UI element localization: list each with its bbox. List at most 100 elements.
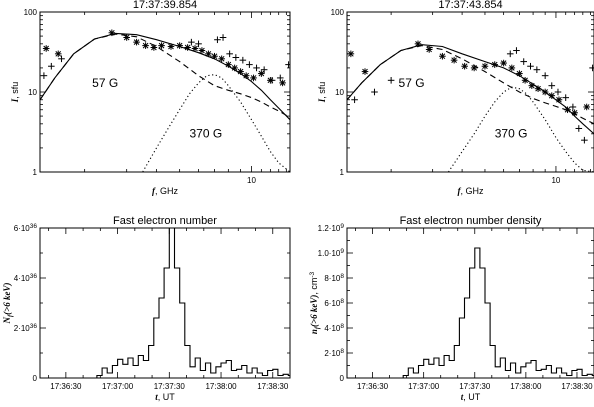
chart-title: Fast electron number density: [400, 215, 542, 227]
y-tick-label: 100: [24, 8, 38, 17]
plus-point: [253, 64, 260, 72]
y-tick-label: 100: [331, 8, 345, 17]
plus-point: [260, 66, 268, 73]
plus-point: [276, 74, 284, 82]
plus-point: [226, 50, 233, 58]
y-tick-label: 10: [335, 88, 344, 97]
x-axis-label: t, UT: [461, 392, 481, 402]
asterisk-point: [425, 46, 433, 53]
x-tick-label: 10: [551, 176, 560, 185]
plus-point: [268, 77, 276, 84]
asterisk-point: [450, 56, 458, 64]
plus-point: [554, 88, 562, 96]
plus-point: [239, 56, 247, 64]
plot-frame: [39, 227, 291, 379]
asterisk-point: [361, 68, 369, 75]
y-axis-label: I, sfu: [10, 82, 20, 104]
plus-point: [575, 125, 583, 132]
y-tick-label: 2·108: [324, 348, 344, 358]
x-tick-label: 17:37:30: [459, 382, 491, 391]
field-annotation: 370 G: [495, 126, 528, 140]
plus-point: [541, 72, 549, 79]
plus-point: [188, 38, 195, 46]
asterisk-point: [205, 50, 212, 58]
plot-frame: [346, 227, 594, 379]
asterisk-point: [508, 64, 516, 72]
asterisk-point: [150, 44, 158, 51]
y-tick-label: 0: [33, 374, 38, 383]
panel-3: Fast electron number 17:36:30 17:37:00 17:3…: [2, 215, 291, 402]
y-axis-label: nf(>6 keV), cm-3: [309, 271, 321, 334]
y-tick-label: 1.0·109: [318, 248, 345, 258]
y-tick-label: 0: [340, 374, 345, 383]
panel-1: 17:37:39.854 10 1 10 100 f, GHz I, sfu 57 G 370 …: [10, 0, 291, 196]
asterisk-point: [158, 42, 165, 49]
asterisk-point: [211, 52, 218, 60]
y-axis-label: Nf(>6 keV): [2, 282, 14, 324]
x-tick-label: 17:36:30: [357, 382, 389, 391]
asterisk-point: [237, 68, 244, 75]
plus-point: [589, 64, 594, 72]
asterisk-point: [42, 45, 50, 52]
x-tick-label: 10: [247, 176, 256, 185]
asterisk-point: [528, 82, 536, 89]
x-tick-label: 17:38:00: [510, 382, 542, 391]
plus-point: [195, 40, 202, 48]
asterisk-point: [481, 62, 489, 70]
spectrum-curve-dotted: [142, 74, 290, 172]
plus-point: [285, 61, 290, 68]
plus-point: [371, 88, 378, 96]
plus-point: [562, 94, 570, 101]
asterisk-point: [123, 34, 130, 41]
y-tick-label: 8·108: [324, 273, 344, 283]
asterisk-point: [225, 61, 232, 68]
chart-title: Fast electron number: [113, 215, 217, 227]
asterisk-point: [176, 42, 183, 49]
panel-4: Fast electron number density 17:36:30 17:3…: [309, 215, 594, 402]
asterisk-point: [108, 29, 116, 37]
plus-point: [520, 58, 528, 65]
y-tick-label: 4·108: [324, 323, 344, 333]
asterisk-point: [258, 70, 265, 77]
spectrum-curve-dashed: [40, 33, 290, 118]
plus-point: [58, 55, 65, 63]
plus-point: [351, 96, 358, 104]
plus-point: [527, 62, 534, 70]
asterisk-point: [133, 38, 140, 46]
asterisk-point: [555, 96, 563, 104]
plus-point: [506, 50, 514, 58]
asterisk-point: [279, 79, 286, 87]
asterisk-point: [571, 109, 578, 117]
asterisk-point: [564, 106, 571, 114]
asterisk-point: [500, 59, 507, 67]
asterisk-point: [491, 61, 499, 68]
plus-point: [232, 54, 240, 61]
y-axis-label: I, sfu: [317, 82, 327, 104]
asterisk-point: [184, 44, 191, 51]
y-tick-label: 6·1036: [14, 223, 38, 233]
y-tick-label: 1.2·109: [318, 223, 345, 233]
spectrum-curve-dashed: [347, 45, 594, 125]
field-annotation: 57 G: [399, 76, 425, 90]
plot-frame: [39, 11, 291, 173]
chart-title: 17:37:43.854: [438, 0, 502, 11]
asterisk-point: [167, 43, 175, 50]
y-tick-label: 4·1036: [14, 273, 38, 283]
y-tick-label: 6·108: [324, 298, 344, 308]
asterisk-point: [439, 52, 446, 60]
x-tick-label: 17:38:30: [257, 382, 289, 391]
plus-point: [513, 47, 520, 54]
chart-title: 17:37:39.854: [133, 0, 197, 11]
y-tick-label: 2·1036: [14, 323, 38, 333]
asterisk-point: [534, 85, 542, 92]
x-tick-label: 17:38:00: [205, 382, 237, 391]
field-annotation: 57 G: [92, 76, 118, 90]
panel-2: 17:37:43.854 10 1 10 100 f, GHz I, sfu 57 G 370 …: [317, 0, 594, 196]
asterisk-point: [541, 88, 549, 96]
x-tick-label: 17:36:30: [50, 382, 82, 391]
plus-point: [387, 77, 395, 84]
asterisk-point: [54, 50, 62, 58]
asterisk-point: [470, 64, 478, 72]
asterisk-point: [191, 45, 199, 52]
